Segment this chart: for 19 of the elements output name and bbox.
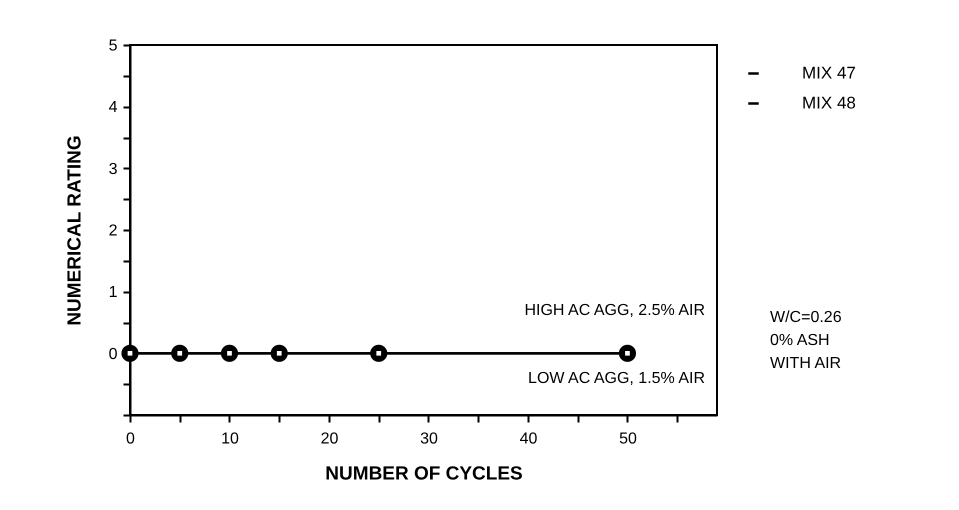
- x-tick-label: 0: [126, 430, 136, 448]
- annotation: HIGH AC AGG, 2.5% AIR: [524, 302, 705, 319]
- annotation: LOW AC AGG, 1.5% AIR: [528, 370, 705, 387]
- y-tick-label: 4: [108, 99, 118, 116]
- y-axis-title: NUMERICAL RATING: [64, 135, 86, 326]
- text: MIX 47: [802, 64, 856, 82]
- text: MIX 48: [802, 94, 856, 112]
- x-tick-label: 20: [320, 430, 338, 448]
- x-axis-title: NUMBER OF CYCLES: [325, 464, 523, 484]
- x-tick-label: 40: [520, 430, 538, 448]
- y-tick-label: 1: [108, 284, 118, 302]
- text: W/C=0.26 0% ASH WITH AIR: [770, 309, 842, 372]
- y-tick-label: 3: [108, 160, 118, 178]
- x-tick-label: 50: [619, 430, 637, 448]
- y-tick-label: 5: [108, 38, 118, 54]
- y-tick-label: 0: [108, 346, 118, 363]
- x-tick-label: 30: [420, 430, 438, 448]
- y-tick-label: 2: [108, 222, 118, 240]
- x-tick-label: 10: [221, 430, 239, 448]
